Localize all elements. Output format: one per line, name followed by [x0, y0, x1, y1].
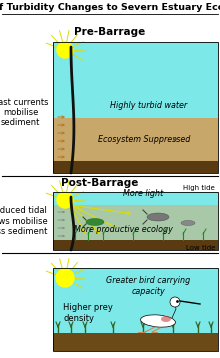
Ellipse shape	[161, 316, 171, 322]
Text: Highly turbid water: Highly turbid water	[110, 102, 187, 111]
Circle shape	[57, 42, 73, 58]
Bar	[53, 268, 218, 333]
Bar	[53, 268, 218, 351]
Bar	[53, 192, 218, 250]
Text: More productive ecology: More productive ecology	[73, 226, 172, 234]
Bar	[53, 42, 218, 173]
Text: Low tide: Low tide	[186, 245, 215, 251]
Ellipse shape	[141, 315, 175, 327]
Text: More light: More light	[123, 189, 163, 198]
Text: Effect of Turbidity Changes to Severn Estuary Ecosystem: Effect of Turbidity Changes to Severn Es…	[0, 3, 220, 12]
Text: Ecosystem Suppressed: Ecosystem Suppressed	[97, 135, 190, 144]
Text: Greater bird carrying
capacity: Greater bird carrying capacity	[106, 276, 190, 296]
Ellipse shape	[86, 218, 104, 226]
Ellipse shape	[181, 221, 195, 226]
Bar	[53, 205, 218, 240]
Bar	[53, 42, 218, 118]
Ellipse shape	[147, 213, 169, 221]
Text: Higher prey
density: Higher prey density	[63, 303, 113, 323]
Circle shape	[57, 192, 73, 208]
Text: Reduced tidal
flows mobilise
less sediment: Reduced tidal flows mobilise less sedime…	[0, 206, 48, 236]
Text: Fast currents
mobilise
sediment: Fast currents mobilise sediment	[0, 98, 48, 127]
Bar	[53, 333, 218, 351]
Bar	[53, 118, 218, 161]
Text: High tide: High tide	[183, 185, 215, 191]
Ellipse shape	[142, 316, 170, 324]
Text: Pre-Barrage: Pre-Barrage	[74, 27, 146, 37]
Circle shape	[170, 297, 180, 307]
Bar	[53, 240, 218, 250]
Bar	[53, 192, 218, 205]
Bar	[53, 161, 218, 173]
Circle shape	[56, 269, 74, 287]
Text: Post-Barrage: Post-Barrage	[61, 178, 139, 188]
